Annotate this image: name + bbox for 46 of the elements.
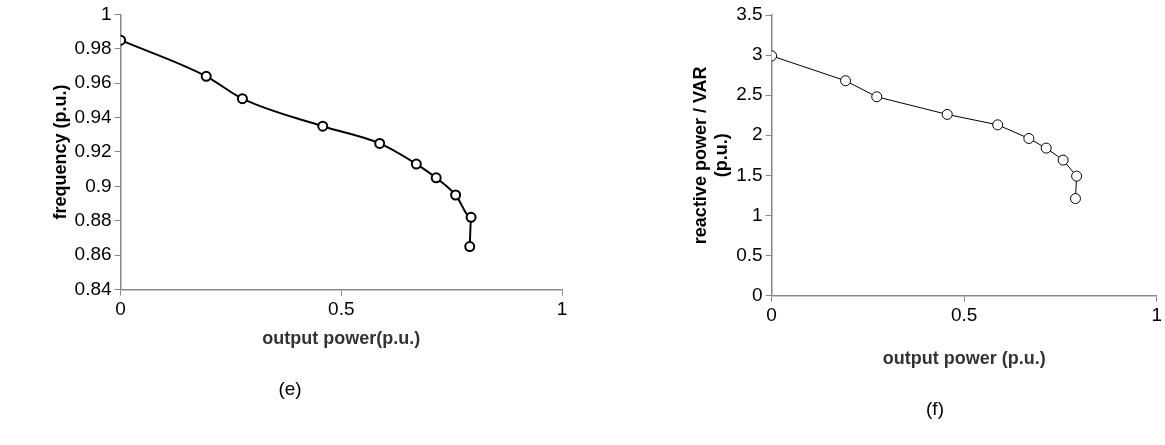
x-axis-title: output power(p.u.) [262,328,421,349]
point [450,189,462,201]
y-axis-title: reactive power / VAR (p.u.) [689,66,732,245]
y-tick-label: 0.96 [74,71,112,93]
point [1040,142,1052,154]
y-tick-label: 1.5 [736,163,763,185]
y-tick-label: 0.5 [736,243,763,265]
x-tick-label: 0.5 [328,298,355,320]
point [941,108,953,120]
point [465,211,477,223]
point [1023,132,1035,144]
y-tick-label: 0.92 [74,140,112,162]
y-axis-title: frequency (p.u.) [49,84,70,220]
y-tick-label: 0.9 [85,174,112,196]
point [374,137,386,149]
point [1069,193,1081,205]
y-tick-label: 2.5 [736,83,763,105]
y-tick-label: 0.98 [74,37,112,59]
point [317,120,329,132]
x-tick-label: 0.5 [950,304,978,326]
x-tick-label: 1 [556,298,568,320]
point [1071,170,1083,182]
point [430,172,442,184]
y-tick-label: 0.84 [74,277,113,299]
x-tick-label: 0 [766,304,777,326]
y-tick-label: 0.94 [74,105,113,127]
point [464,241,476,253]
point [840,75,852,87]
x-tick-label: 1 [1151,304,1163,326]
point [410,158,422,170]
point [871,91,883,103]
y-tick-label: 3 [752,43,763,65]
point [1057,154,1069,166]
y-tick-label: 0.88 [74,209,112,231]
point [236,93,248,105]
y-tick-label: 3.5 [736,3,763,25]
y-tick-label: 1 [101,2,112,24]
x-axis-title: output power (p.u.) [882,348,1046,369]
y-tick-label: 2 [752,123,763,145]
point [992,119,1004,131]
y-tick-label: 0 [752,283,763,305]
text: (f) [925,398,945,420]
y-tick-label: 0.86 [74,243,112,265]
text: (e) [277,378,303,400]
point [200,70,212,82]
y-tick-label: 1 [752,203,763,225]
